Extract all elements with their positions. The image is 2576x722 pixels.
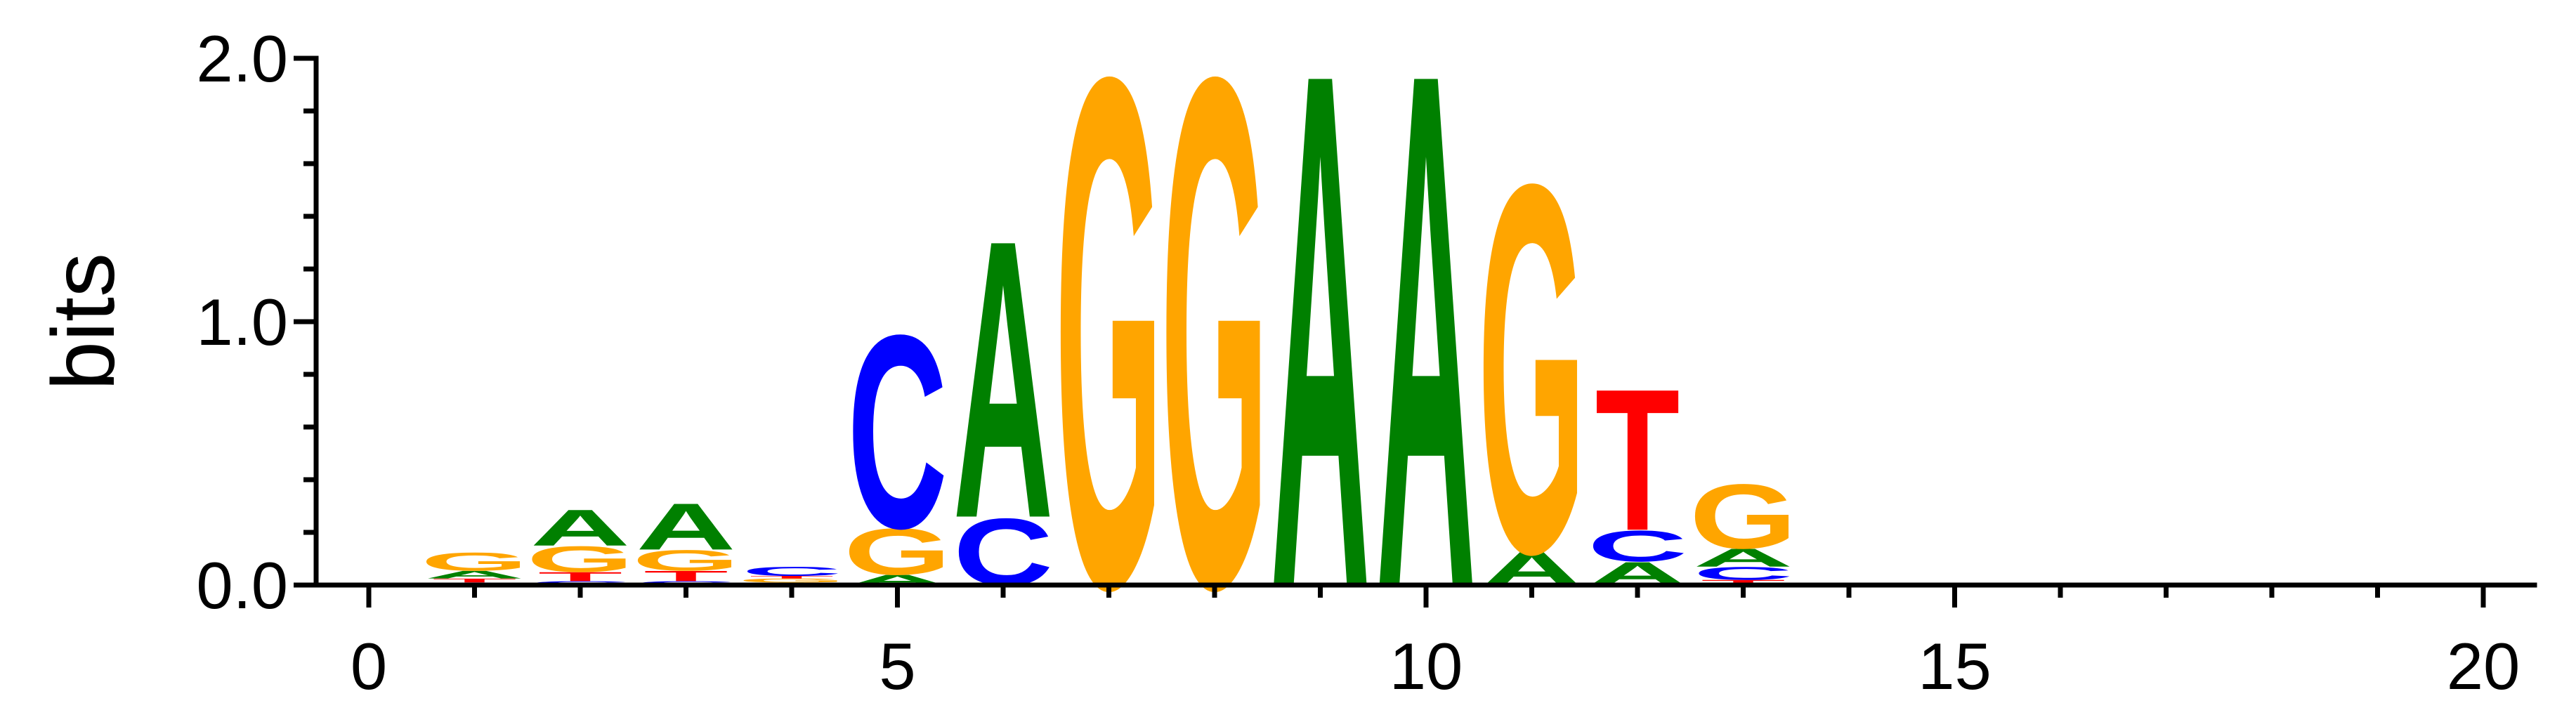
letter-G-pos-1: G [421,548,528,577]
letter-T-pos-12: T [1595,348,1680,573]
position-11-stack: AG [1478,75,1586,663]
position-9-stack: A [1270,0,1370,722]
y-axis-ticks: 0.0 1.0 2.0 [196,22,316,622]
x-tick-label: 10 [1390,629,1463,703]
x-tick-label: 15 [1918,629,1992,703]
y-axis-title: bits [34,253,133,390]
letter-G-pos-13: G [1689,465,1797,567]
letter-G-pos-7: G [1055,0,1163,722]
letter-A-pos-13: A [1693,544,1793,572]
position-5-stack: AGC [844,277,951,589]
letter-T-pos-2: T [538,570,622,584]
letter-G-pos-8: G [1160,0,1268,722]
letter-G-pos-5: G [844,515,951,589]
letter-A-pos-6: A [953,157,1053,601]
y-tick-label: 0.0 [196,549,288,622]
axes: 0.0 1.0 2.0 0 5 10 15 20 [196,22,2537,703]
letter-A-pos-3: A [636,490,735,564]
position-7-stack: G [1055,0,1163,722]
x-tick-label: 20 [2447,629,2521,703]
letter-G-pos-3: G [632,544,740,577]
position-10-stack: A [1376,0,1476,722]
letter-C-pos-5: C [847,277,947,586]
letter-C-pos-13: C [1693,563,1793,584]
position-8-stack: G [1160,0,1268,722]
y-tick-label: 2.0 [196,22,288,96]
letter-A-pos-9: A [1270,0,1370,722]
y-tick-label: 1.0 [196,285,288,359]
letter-A-pos-2: A [530,499,630,556]
position-12-stack: ACT [1588,348,1687,592]
letter-G-pos-11: G [1478,75,1586,663]
letter-T-pos-3: T [643,567,728,584]
letter-G-pos-2: G [526,539,634,580]
letter-C-pos-4: C [742,564,842,579]
letter-G-pos-4: G [738,577,845,584]
letter-A-pos-1: A [424,568,524,581]
letter-C-pos-12: C [1588,522,1687,571]
x-tick-label: 5 [879,629,915,703]
letter-A-pos-10: A [1376,0,1476,722]
x-axis-ticks: 0 5 10 15 20 [351,585,2520,703]
x-tick-label: 0 [351,629,387,703]
letter-T-pos-1: T [432,577,516,584]
letter-T-pos-4: T [750,575,834,579]
letter-T-pos-13: T [1701,579,1785,587]
position-6-stack: CA [953,157,1053,605]
